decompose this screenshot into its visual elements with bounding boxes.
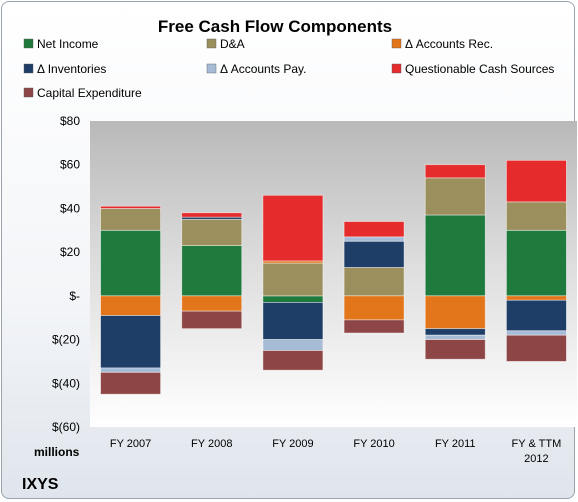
legend-label-accounts-rec: Δ Accounts Rec. xyxy=(405,37,493,51)
bar-accounts-rec-fy-2011 xyxy=(424,295,486,330)
y-tick-label: $(20) xyxy=(52,333,80,347)
legend-label-net-income: Net Income xyxy=(37,37,99,51)
bar-net-income-fy-2008 xyxy=(181,245,243,297)
bar-accounts-rec-fy-2008 xyxy=(181,295,243,312)
bar-questionable-cash-sources-fy-2010 xyxy=(343,221,405,238)
company-label: IXYS xyxy=(22,476,59,493)
x-tick-label: FY 2007 xyxy=(110,438,151,450)
legend-swatch-questionable-cash-sources xyxy=(391,63,402,74)
x-tick-label: FY 2011 xyxy=(435,438,476,450)
bar-accounts-pay-fy-2010 xyxy=(343,236,405,242)
bar-questionable-cash-sources-fy-ttm-2012 xyxy=(506,159,567,203)
bar-d-a-fy-2008 xyxy=(181,218,243,246)
legend-swatch-d-a xyxy=(206,38,217,49)
bar-questionable-cash-sources-fy-2008 xyxy=(181,212,243,218)
legend-label-inventories: Δ Inventories xyxy=(37,62,106,76)
bar-accounts-pay-fy-2011 xyxy=(424,334,486,340)
legend-swatch-inventories xyxy=(23,63,34,74)
bar-inventories-fy-2009 xyxy=(262,302,324,340)
bar-inventories-fy-2007 xyxy=(100,315,161,369)
x-axis: FY 2007 FY 2008 FY 2009 FY 2010 FY 2011 FY & … xyxy=(110,438,561,465)
bar-capital-expenditure-fy-2011 xyxy=(424,339,486,360)
bar-questionable-cash-sources-fy-2009 xyxy=(262,194,324,262)
bar-net-income-fy-2011 xyxy=(424,214,486,297)
bar-d-a-fy-2009 xyxy=(262,262,324,297)
plot-area xyxy=(90,121,577,427)
bar-accounts-rec-fy-2007 xyxy=(100,295,161,316)
chart-title: Free Cash Flow Components xyxy=(158,17,392,36)
bar-d-a-fy-ttm-2012 xyxy=(506,201,567,231)
x-tick-label: FY 2009 xyxy=(272,438,313,450)
y-tick-label: $- xyxy=(69,289,80,303)
bars xyxy=(100,159,567,395)
bar-inventories-fy-2010 xyxy=(343,240,405,268)
bar-questionable-cash-sources-fy-2007 xyxy=(100,205,161,209)
bar-net-income-fy-2009 xyxy=(262,295,324,303)
bar-d-a-fy-2011 xyxy=(424,177,486,216)
bar-accounts-rec-fy-2010 xyxy=(343,295,405,321)
bar-inventories-fy-ttm-2012 xyxy=(506,299,567,332)
bar-inventories-fy-2011 xyxy=(424,328,486,336)
y-tick-label: $20 xyxy=(60,245,80,259)
bar-capital-expenditure-fy-2007 xyxy=(100,371,161,395)
y-tick-label: $60 xyxy=(60,158,80,172)
unit-label: millions xyxy=(34,445,80,459)
legend-label-questionable-cash-sources: Questionable Cash Sources xyxy=(405,62,554,76)
bar-d-a-fy-2010 xyxy=(343,267,405,297)
bar-capital-expenditure-fy-2008 xyxy=(181,310,243,330)
y-tick-label: $80 xyxy=(60,114,80,128)
y-axis: $80 $60 $40 $20 $- $(20) $(40) $(60) xyxy=(52,114,80,434)
legend-label-accounts-pay: Δ Accounts Pay. xyxy=(220,62,307,76)
legend-swatch-accounts-rec xyxy=(391,38,402,49)
x-tick-label: FY 2008 xyxy=(191,438,232,450)
y-tick-label: $(60) xyxy=(52,420,80,434)
bar-questionable-cash-sources-fy-2011 xyxy=(424,164,486,179)
legend-label-capital-expenditure: Capital Expenditure xyxy=(37,86,142,100)
bar-capital-expenditure-fy-2010 xyxy=(343,319,405,334)
bar-accounts-pay-fy-ttm-2012 xyxy=(506,330,567,336)
y-tick-label: $(40) xyxy=(52,376,80,390)
x-tick-label: FY 2010 xyxy=(353,438,394,450)
bar-capital-expenditure-fy-2009 xyxy=(262,350,324,371)
bar-accounts-pay-fy-2009 xyxy=(262,339,324,351)
bar-capital-expenditure-fy-ttm-2012 xyxy=(506,334,567,362)
x-tick-label: FY & TTM 2012 xyxy=(512,438,562,465)
legend-swatch-net-income xyxy=(23,38,34,49)
bar-accounts-pay-fy-2007 xyxy=(100,367,161,373)
legend-label-d-a: D&A xyxy=(220,37,245,51)
legend: Net Income D&A Δ Accounts Rec. Δ Inventorie… xyxy=(23,37,554,100)
bar-net-income-fy-2007 xyxy=(100,229,161,297)
bar-accounts-rec-fy-ttm-2012 xyxy=(506,295,567,301)
bar-d-a-fy-2007 xyxy=(100,208,161,231)
legend-swatch-capital-expenditure xyxy=(23,87,34,98)
legend-swatch-accounts-pay xyxy=(206,63,217,74)
y-tick-label: $40 xyxy=(60,201,80,215)
bar-net-income-fy-ttm-2012 xyxy=(506,229,567,297)
